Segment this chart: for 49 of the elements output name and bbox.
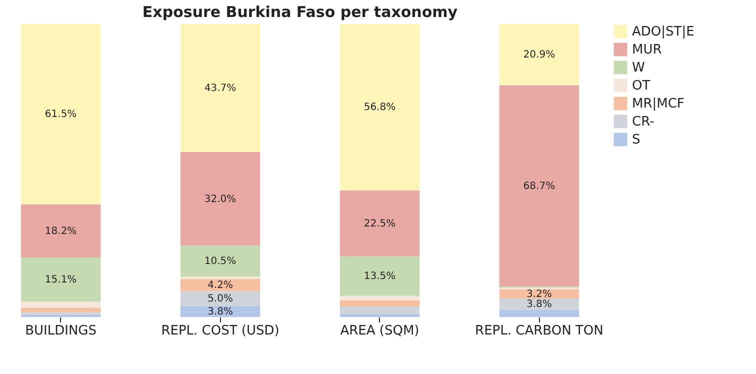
x-tick-label: REPL. CARBON TON: [475, 324, 604, 338]
bar: [180, 291, 260, 306]
bar: [340, 256, 420, 296]
bar: [20, 308, 101, 312]
data-label: 61.5%: [44, 109, 77, 120]
bar: [20, 258, 101, 302]
bar: [499, 310, 580, 317]
bar: [20, 204, 101, 258]
bar: [180, 152, 260, 246]
legend-label: W: [632, 60, 645, 76]
data-label: 22.5%: [364, 218, 396, 230]
bar: [180, 24, 260, 152]
data-label: 3.8%: [208, 306, 233, 318]
data-label: 32.0%: [204, 194, 236, 205]
bar: [340, 300, 420, 306]
bar: [20, 302, 101, 308]
data-label: 56.8%: [364, 102, 396, 114]
data-label: 3.2%: [526, 288, 552, 300]
data-label: 18.2%: [44, 226, 77, 237]
bar: [340, 190, 420, 256]
bar: [499, 24, 580, 86]
bar: [20, 312, 101, 315]
bar: [499, 289, 580, 299]
data-label: 15.1%: [44, 274, 77, 286]
bar: [340, 306, 420, 314]
legend-label: ADO|ST|E: [632, 24, 694, 40]
legend-label: OT: [632, 78, 650, 94]
legend-label: MUR: [632, 42, 662, 58]
x-tick-label: REPL. COST (USD): [161, 324, 280, 338]
legend-label: MR|MCF: [632, 96, 684, 112]
data-label: 4.2%: [208, 280, 233, 292]
bar: [20, 24, 101, 204]
data-label: 20.9%: [523, 50, 556, 61]
data-label: 43.7%: [204, 83, 236, 94]
bar: [499, 85, 580, 287]
data-label: 5.0%: [208, 294, 233, 305]
bar: [180, 246, 260, 277]
data-label: 68.7%: [523, 180, 556, 192]
data-label: 3.8%: [526, 299, 552, 310]
bar: [340, 314, 420, 317]
chart-title: Exposure Burkina Faso per taxonomy: [142, 3, 458, 21]
data-label: 10.5%: [204, 256, 236, 268]
legend-label: S: [632, 132, 640, 148]
x-tick-label: AREA (SQM): [340, 324, 420, 338]
bar: [340, 24, 420, 190]
data-label: 13.5%: [364, 271, 396, 282]
legend-label: CR-: [632, 114, 655, 130]
x-tick-label: BUILDINGS: [25, 324, 97, 338]
bar: [340, 296, 420, 300]
